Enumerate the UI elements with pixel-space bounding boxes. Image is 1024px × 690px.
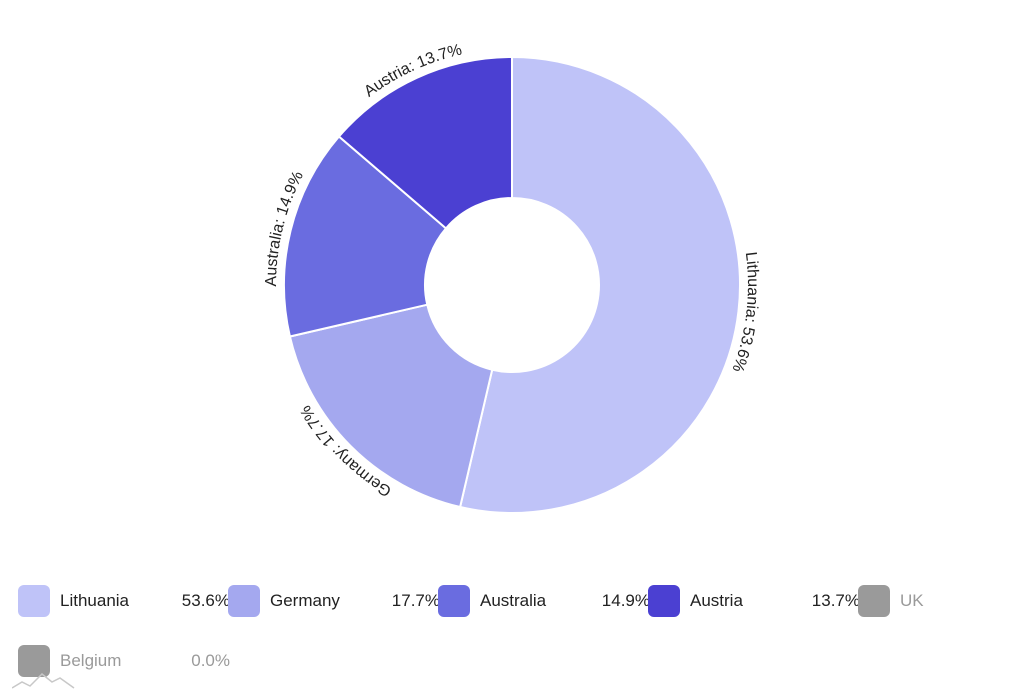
legend-value: 14.9%: [601, 591, 650, 610]
legend-item-lithuania[interactable]: Lithuania 53.6%: [18, 584, 230, 618]
legend-value: 0.0%: [1000, 591, 1024, 611]
legend-label: UK: [900, 591, 924, 610]
legend-label: Belgium: [60, 651, 122, 670]
legend-value: 13.7%: [811, 591, 860, 610]
legend-swatch: [438, 585, 470, 617]
slice-austria[interactable]: [337, 55, 513, 230]
legend-label: Austria: [690, 591, 743, 610]
slices-group: [283, 55, 741, 514]
slice-germany[interactable]: [288, 303, 494, 509]
mountain-logo-icon: [12, 672, 75, 689]
legend-swatch: [648, 585, 680, 617]
legend-swatch: [18, 645, 50, 677]
slice-australia[interactable]: [283, 135, 448, 338]
legend-label: Australia: [480, 591, 547, 610]
slice-lithuania[interactable]: [458, 55, 741, 514]
legend-label: Lithuania: [60, 591, 130, 610]
legend-value: 0.0%: [191, 651, 230, 670]
legend-item-austria[interactable]: Austria 13.7%: [648, 584, 860, 618]
legend-swatch: [858, 585, 890, 617]
legend-value: 53.6%: [181, 591, 230, 610]
legend-label: Germany: [270, 591, 340, 610]
legend-swatch: [228, 585, 260, 617]
donut-chart-svg: Lithuania: 53.6%Germany: 17.7%Australia:…: [263, 41, 761, 514]
legend-item-germany[interactable]: Germany 17.7%: [228, 584, 440, 618]
legend-item-uk[interactable]: UK 0.0%: [858, 584, 1024, 618]
legend-swatch: [18, 585, 50, 617]
legend-item-belgium[interactable]: Belgium 0.0%: [18, 644, 230, 678]
legend-value: 17.7%: [391, 591, 440, 610]
legend-item-australia[interactable]: Australia 14.9%: [438, 584, 650, 618]
